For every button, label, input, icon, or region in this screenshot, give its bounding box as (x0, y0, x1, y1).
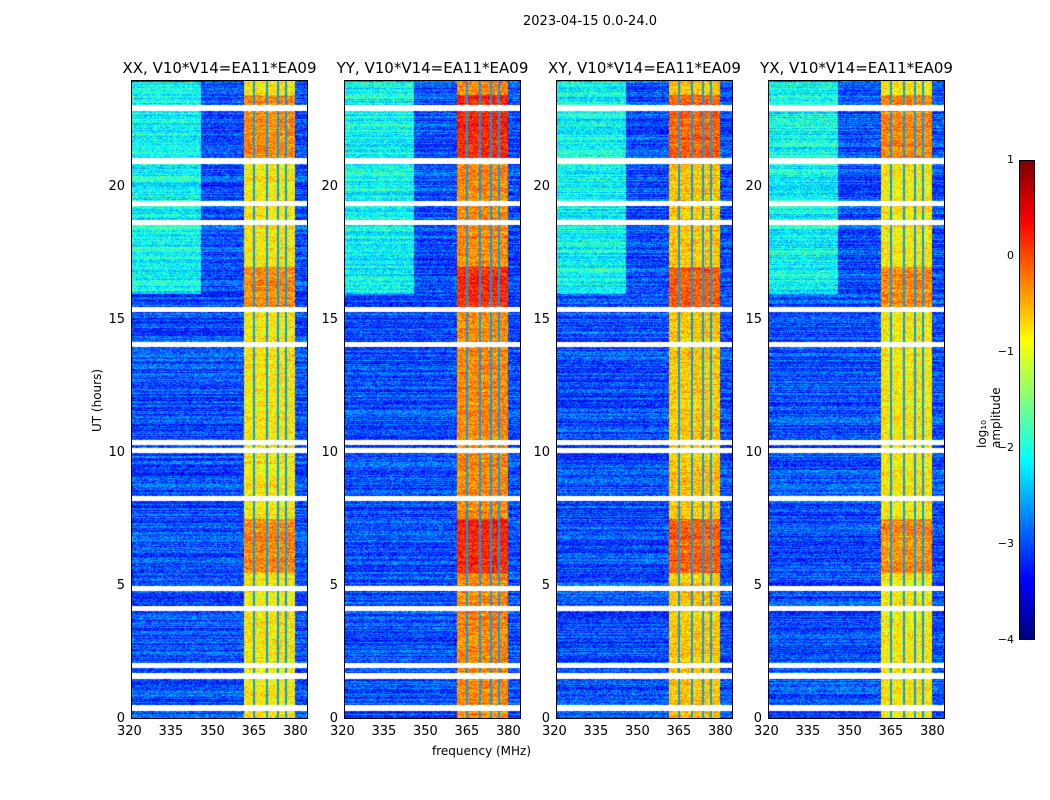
y-tick-label: 0 (116, 711, 125, 726)
heatmap-panel (131, 80, 308, 719)
heatmap-panel (344, 80, 521, 719)
y-tick-label: 20 (533, 178, 550, 194)
x-tick-label: 335 (158, 724, 184, 739)
x-tick-label: 320 (117, 724, 142, 739)
x-tick-label: 320 (754, 724, 779, 739)
y-axis-label: UT (hours) (90, 368, 104, 432)
y-tick-label: 15 (745, 311, 762, 327)
y-tick-label: 10 (533, 444, 550, 460)
x-tick-label: 350 (199, 724, 225, 739)
x-tick-label: 365 (666, 724, 692, 739)
y-tick-label: 5 (541, 577, 550, 593)
x-tick-label: 365 (241, 724, 267, 739)
panel-title: YX, V10*V14=EA11*EA09 (760, 59, 953, 77)
x-tick-label: 335 (371, 724, 397, 739)
x-tick-label: 350 (412, 724, 438, 739)
panel-title: XX, V10*V14=EA11*EA09 (122, 59, 317, 77)
y-tick-label: 15 (533, 311, 550, 327)
x-tick-label: 365 (878, 724, 904, 739)
colorbar (1019, 160, 1035, 640)
colorbar-tick-label: 0 (1007, 249, 1014, 262)
y-tick-label: 20 (745, 178, 762, 194)
y-tick-label: 15 (321, 311, 338, 327)
y-tick-label: 0 (329, 711, 338, 726)
y-tick-label: 0 (541, 711, 550, 726)
colorbar-label: log₁₀ amplitude (975, 387, 1003, 448)
x-tick-label: 320 (330, 724, 355, 739)
panel-title: YY, V10*V14=EA11*EA09 (336, 59, 529, 77)
y-tick-label: 10 (745, 444, 762, 460)
heatmap-panel (556, 80, 733, 719)
figure-title: 2023-04-15 0.0-24.0 (523, 14, 657, 29)
heatmap-panel (768, 80, 945, 719)
colorbar-tick-label: 1 (1007, 153, 1014, 166)
y-tick-label: 5 (116, 577, 125, 593)
x-tick-label: 380 (707, 724, 733, 739)
panel-title: XY, V10*V14=EA11*EA09 (548, 59, 741, 77)
x-tick-label: 335 (583, 724, 609, 739)
y-tick-label: 10 (321, 444, 338, 460)
x-tick-label: 380 (919, 724, 945, 739)
y-tick-label: 10 (108, 444, 125, 460)
x-tick-label: 320 (542, 724, 567, 739)
colorbar-tick-label: −2 (997, 441, 1014, 454)
x-tick-label: 365 (454, 724, 480, 739)
colorbar-tick-label: −3 (997, 537, 1014, 550)
x-tick-label: 380 (495, 724, 521, 739)
x-axis-label: frequency (MHz) (432, 744, 532, 758)
x-tick-label: 350 (836, 724, 862, 739)
y-tick-label: 15 (108, 311, 125, 327)
y-tick-label: 20 (321, 178, 338, 194)
y-tick-label: 20 (108, 178, 125, 194)
x-tick-label: 350 (624, 724, 650, 739)
y-tick-label: 5 (753, 577, 762, 593)
y-tick-label: 0 (753, 711, 762, 726)
colorbar-tick-label: −1 (997, 345, 1014, 358)
x-tick-label: 380 (282, 724, 308, 739)
y-tick-label: 5 (329, 577, 338, 593)
x-tick-label: 335 (795, 724, 821, 739)
colorbar-tick-label: −4 (997, 633, 1014, 646)
